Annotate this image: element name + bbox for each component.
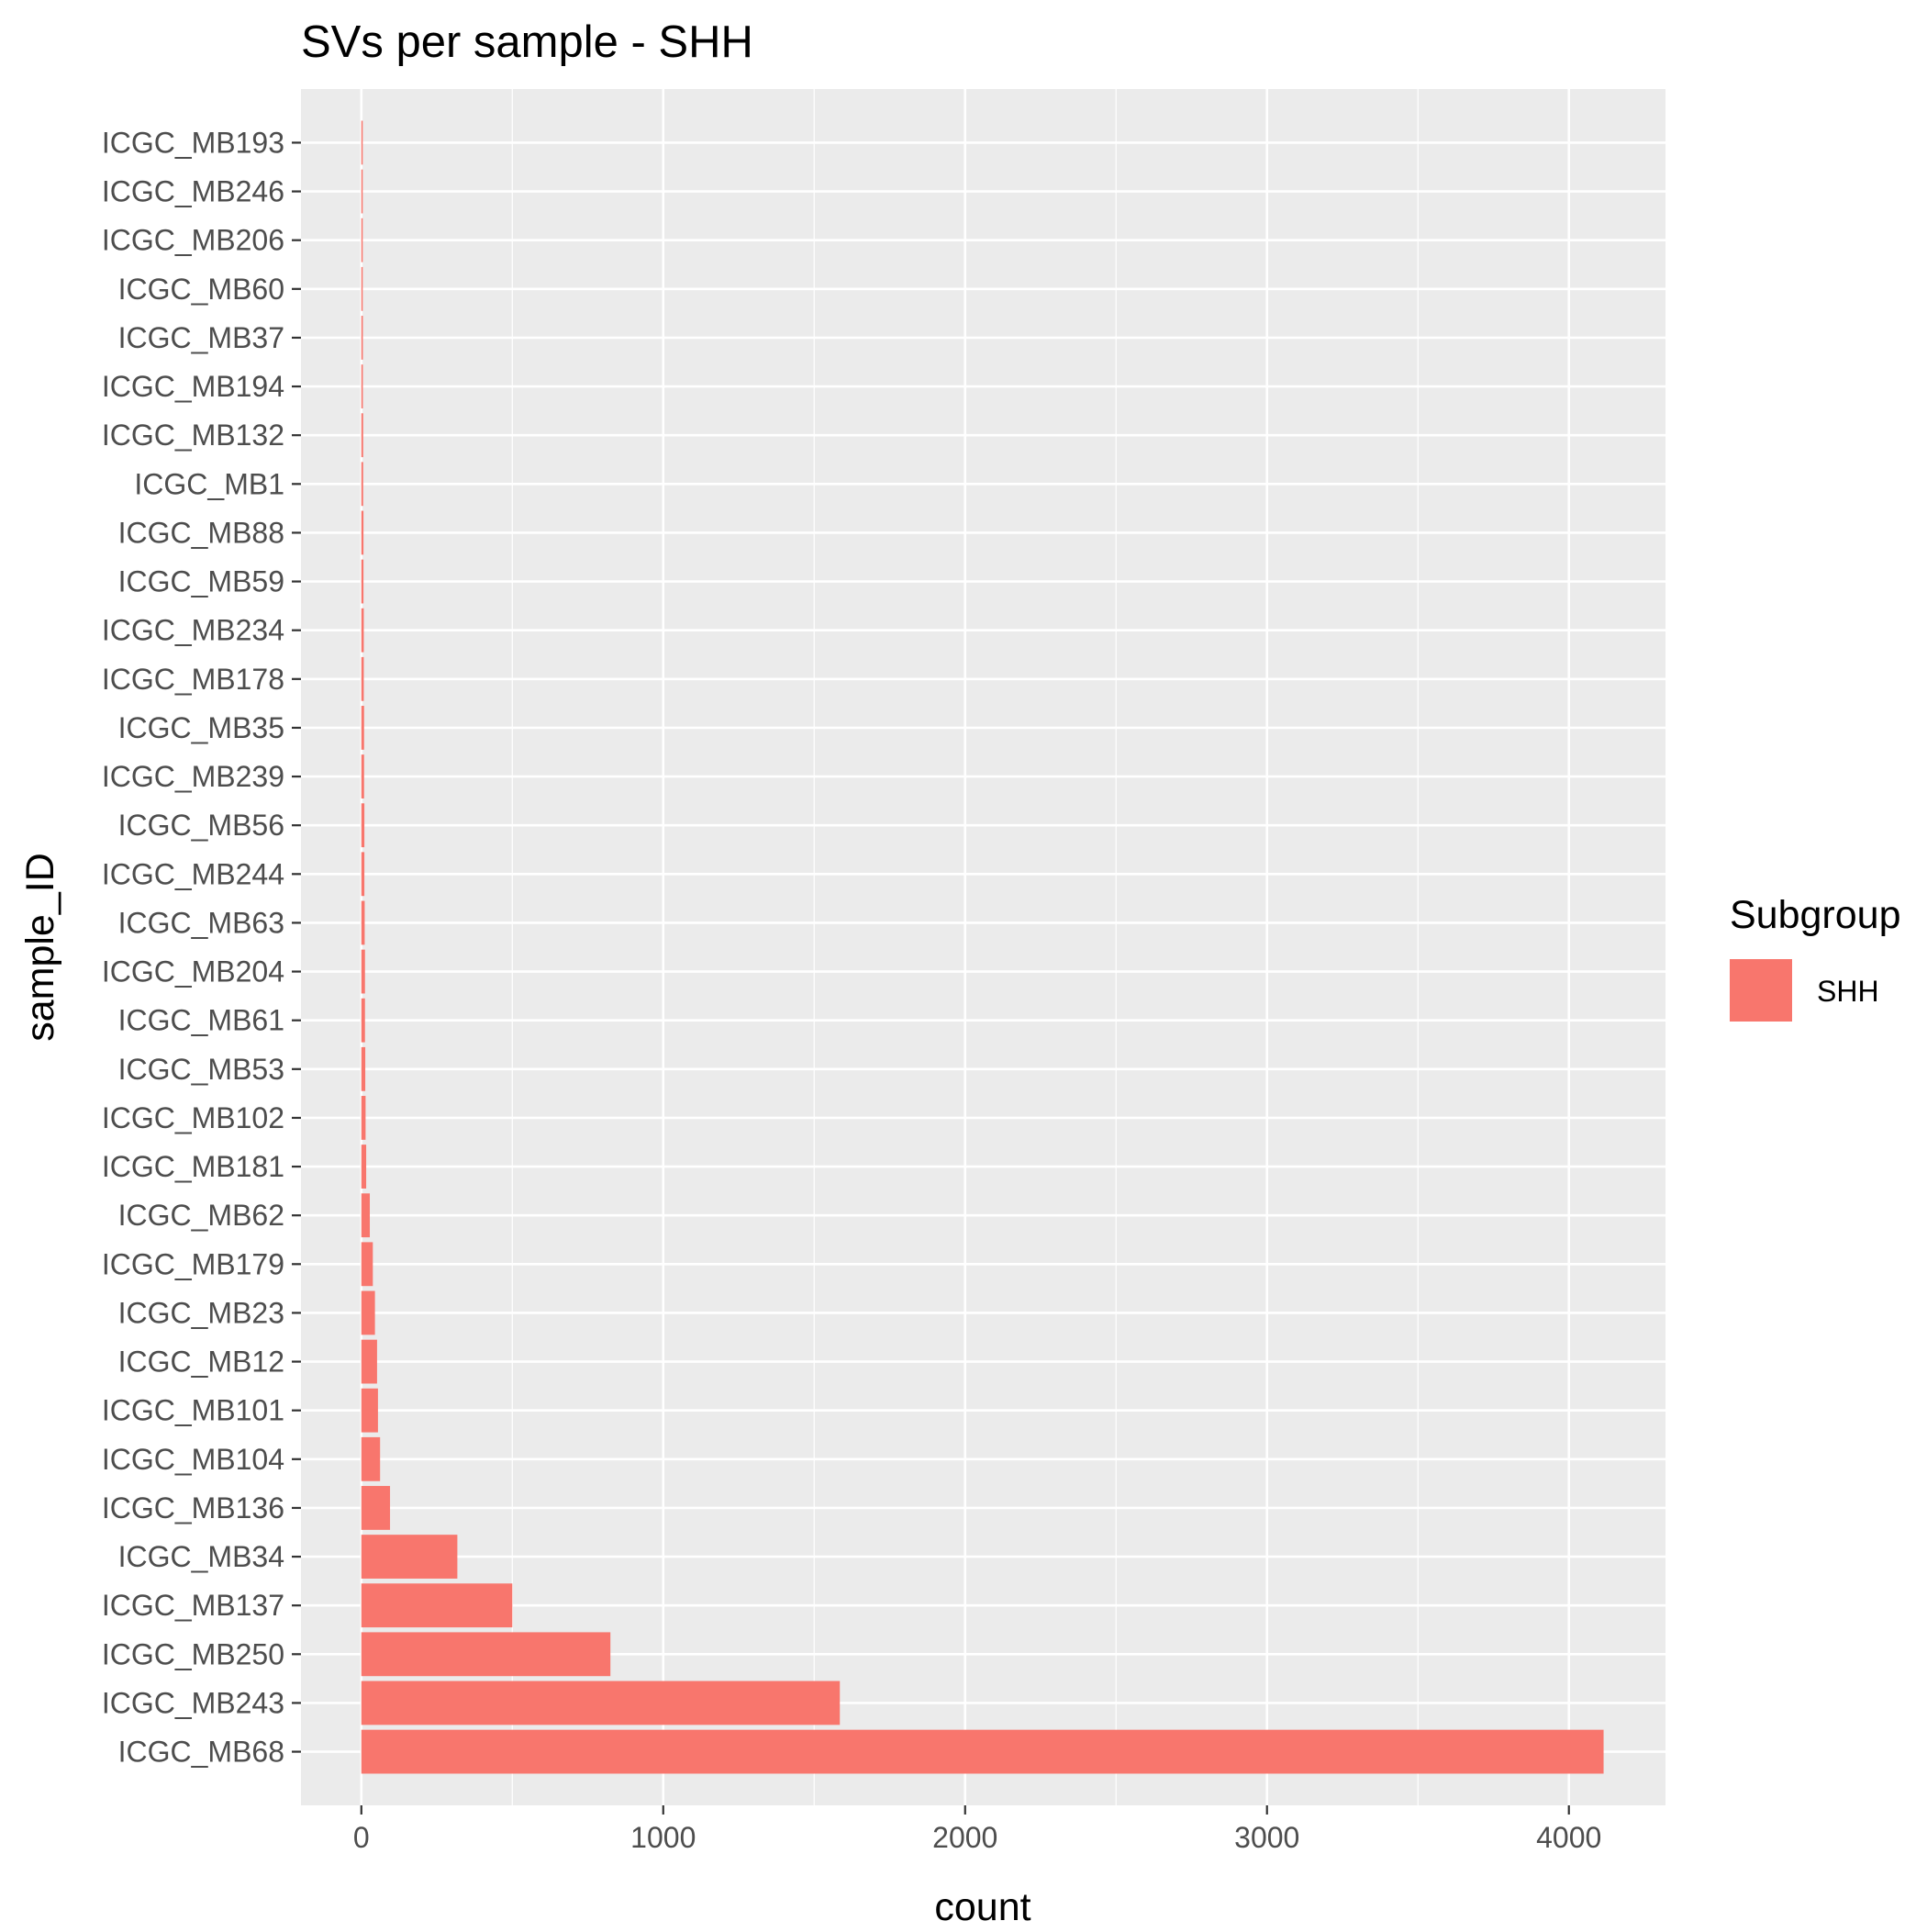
y-tick-label: ICGC_MB102	[102, 1101, 284, 1134]
bar-icgc_mb37	[361, 316, 363, 360]
bar-icgc_mb246	[361, 169, 363, 214]
bar-icgc_mb101	[361, 1388, 378, 1433]
y-tick-label: ICGC_MB12	[118, 1346, 284, 1379]
x-tick-label: 2000	[932, 1821, 997, 1854]
y-tick-label: ICGC_MB132	[102, 419, 284, 452]
bar-icgc_mb53	[361, 1046, 366, 1091]
bar-icgc_mb206	[361, 218, 363, 262]
major-gridlines	[301, 89, 1665, 1805]
y-tick-label: ICGC_MB206	[102, 224, 284, 257]
y-tick-label: ICGC_MB181	[102, 1150, 284, 1183]
bar-icgc_mb136	[361, 1486, 391, 1530]
legend-title: Subgroup	[1730, 893, 1901, 937]
y-tick-label: ICGC_MB34	[118, 1540, 284, 1573]
bar-icgc_mb88	[361, 510, 364, 555]
y-tick-label: ICGC_MB193	[102, 126, 284, 159]
bar-icgc_mb60	[361, 266, 363, 311]
bar-icgc_mb193	[361, 120, 363, 165]
y-tick-label: ICGC_MB101	[102, 1394, 284, 1427]
legend: Subgroup SHH	[1730, 893, 1901, 1022]
y-tick-label: ICGC_MB137	[102, 1589, 284, 1622]
y-tick-label: ICGC_MB178	[102, 663, 284, 696]
y-tick-label: ICGC_MB1	[134, 467, 284, 500]
y-axis-ticks: ICGC_MB193 ICGC_MB246 ICGC_MB206 ICGC_MB60 I…	[102, 126, 301, 1769]
x-axis-title: count	[934, 1885, 1030, 1927]
x-tick-label: 1000	[630, 1821, 696, 1854]
bar-icgc_mb63	[361, 900, 365, 945]
bar-icgc_mb35	[361, 706, 364, 750]
bar-icgc_mb181	[361, 1145, 367, 1189]
bar-icgc_mb62	[361, 1193, 371, 1238]
plot-panel	[301, 89, 1665, 1805]
x-tick-label: 0	[353, 1821, 370, 1854]
y-tick-label: ICGC_MB204	[102, 955, 284, 988]
bar-icgc_mb179	[361, 1242, 373, 1287]
bars	[361, 120, 1604, 1774]
y-tick-label: ICGC_MB234	[102, 614, 284, 647]
y-axis-title: sample_ID	[18, 853, 62, 1042]
bar-icgc_mb132	[361, 413, 363, 458]
bar-icgc_mb239	[361, 754, 364, 798]
y-tick-label: ICGC_MB244	[102, 857, 284, 890]
bar-icgc_mb68	[361, 1729, 1604, 1774]
y-tick-label: ICGC_MB246	[102, 175, 284, 208]
legend-key-shh	[1730, 959, 1792, 1022]
y-tick-label: ICGC_MB61	[118, 1004, 284, 1037]
bar-icgc_mb59	[361, 559, 364, 604]
y-tick-label: ICGC_MB63	[118, 906, 284, 939]
bar-icgc_mb34	[361, 1535, 458, 1579]
y-tick-label: ICGC_MB56	[118, 809, 284, 842]
legend-label-shh: SHH	[1817, 975, 1879, 1008]
bar-icgc_mb178	[361, 656, 364, 701]
y-tick-label: ICGC_MB243	[102, 1686, 284, 1719]
bar-icgc_mb104	[361, 1436, 381, 1481]
minor-gridlines	[511, 89, 1419, 1805]
x-tick-label: 3000	[1234, 1821, 1299, 1854]
bar-icgc_mb102	[361, 1096, 366, 1140]
y-tick-label: ICGC_MB59	[118, 565, 284, 598]
bar-icgc_mb23	[361, 1290, 375, 1335]
y-tick-label: ICGC_MB239	[102, 760, 284, 793]
bar-icgc_mb56	[361, 803, 365, 848]
bar-icgc_mb204	[361, 949, 365, 994]
bar-icgc_mb250	[361, 1632, 611, 1677]
y-tick-label: ICGC_MB35	[118, 711, 284, 744]
y-tick-label: ICGC_MB23	[118, 1296, 284, 1329]
bar-icgc_mb137	[361, 1583, 513, 1628]
bar-icgc_mb12	[361, 1339, 377, 1384]
y-tick-label: ICGC_MB88	[118, 516, 284, 549]
y-tick-label: ICGC_MB60	[118, 273, 284, 306]
bar-icgc_mb1	[361, 462, 363, 507]
y-tick-label: ICGC_MB53	[118, 1053, 284, 1086]
y-tick-label: ICGC_MB104	[102, 1443, 284, 1476]
x-axis-ticks: 0 1000 2000 3000 4000	[353, 1805, 1601, 1854]
y-tick-label: ICGC_MB136	[102, 1491, 284, 1524]
bar-icgc_mb244	[361, 852, 365, 897]
bar-icgc_mb243	[361, 1681, 841, 1725]
x-tick-label: 4000	[1536, 1821, 1601, 1854]
y-tick-label: ICGC_MB68	[118, 1736, 284, 1769]
bar-icgc_mb234	[361, 608, 364, 653]
bar-icgc_mb61	[361, 998, 365, 1043]
y-tick-label: ICGC_MB250	[102, 1637, 284, 1670]
y-tick-label: ICGC_MB62	[118, 1199, 284, 1232]
chart-title: SVs per sample - SHH	[301, 17, 753, 67]
y-tick-label: ICGC_MB179	[102, 1247, 284, 1280]
y-tick-label: ICGC_MB194	[102, 370, 284, 403]
bar-icgc_mb194	[361, 364, 363, 408]
y-tick-label: ICGC_MB37	[118, 321, 284, 354]
